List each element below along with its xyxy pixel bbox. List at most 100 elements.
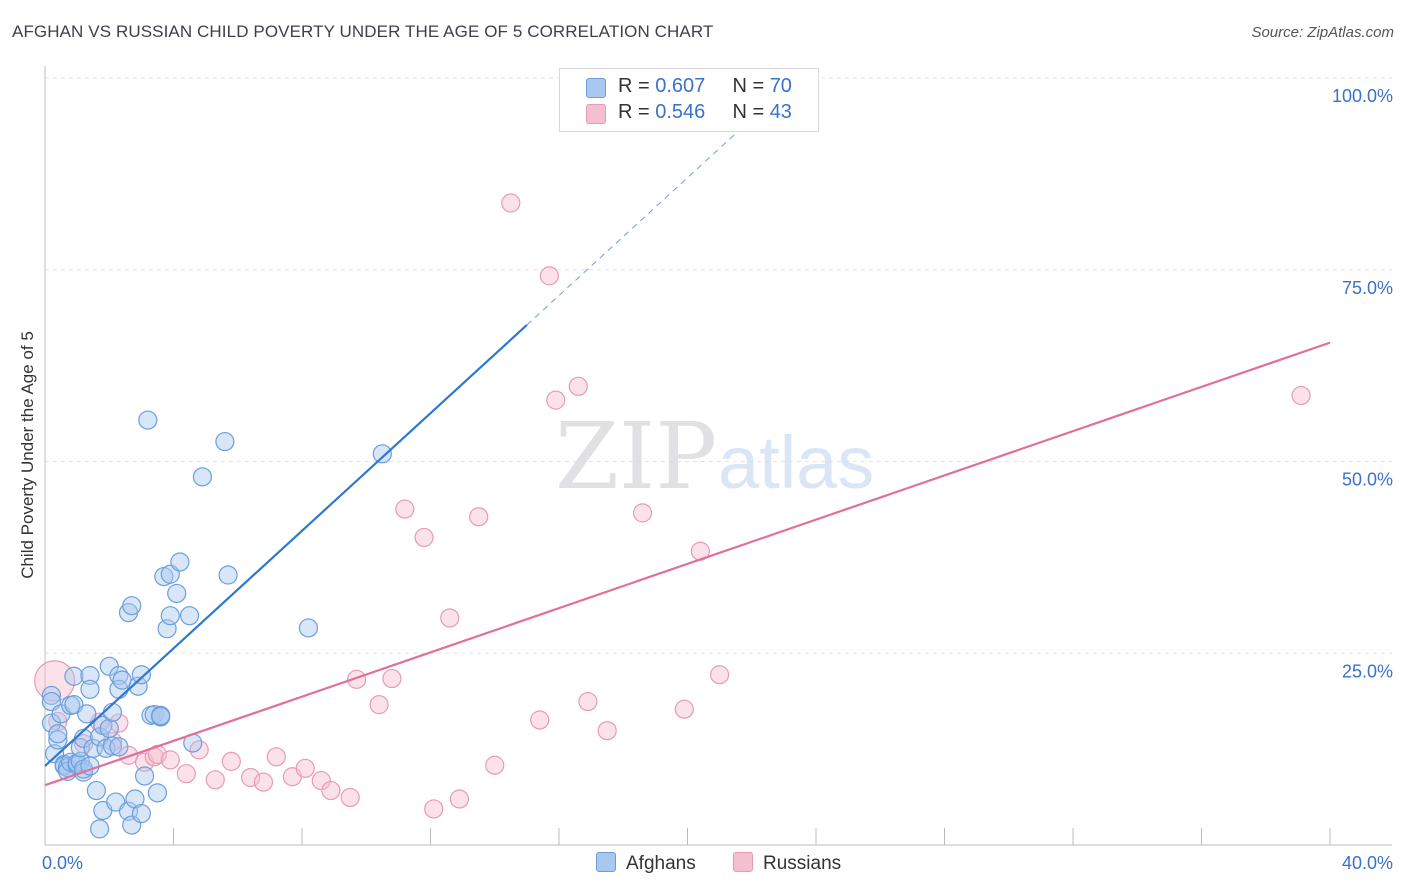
afghans-point bbox=[102, 702, 123, 722]
y-tick-label-2: 75.0% bbox=[1342, 278, 1393, 298]
russians-point bbox=[530, 710, 550, 730]
russians-point bbox=[241, 767, 261, 788]
bottom-legend-afghans-label: Afghans bbox=[626, 853, 696, 874]
russians-point bbox=[160, 750, 180, 770]
afghans-point bbox=[128, 676, 148, 696]
russians-point bbox=[253, 772, 274, 792]
legend-russians-n-label: N = bbox=[732, 101, 770, 123]
afghans-point bbox=[41, 685, 62, 706]
y-tick-label-1: 50.0% bbox=[1342, 470, 1393, 490]
y-axis-label: Child Poverty Under the Age of 5 bbox=[18, 331, 37, 579]
chart-title: AFGHAN VS RUSSIAN CHILD POVERTY UNDER TH… bbox=[12, 22, 714, 41]
russians-point bbox=[340, 787, 360, 808]
watermark-zip: ZIP bbox=[555, 403, 717, 510]
afghans-point bbox=[147, 783, 168, 803]
afghans-point bbox=[179, 606, 200, 626]
russians-point bbox=[266, 747, 286, 767]
legend-russians-n-value: 43 bbox=[769, 101, 792, 123]
russians-point bbox=[449, 789, 470, 809]
russians-point bbox=[632, 503, 653, 523]
afghans-point bbox=[90, 819, 110, 839]
y-tick-label-0: 25.0% bbox=[1342, 661, 1393, 681]
russians-point bbox=[674, 699, 694, 719]
trend-lines bbox=[44, 103, 1331, 787]
afghans-point bbox=[80, 679, 100, 699]
afghans-swatch-bottom bbox=[596, 852, 616, 872]
afghans-point bbox=[102, 736, 123, 756]
afghans-trend-line bbox=[44, 324, 528, 767]
gridlines bbox=[45, 77, 1392, 654]
russians-point bbox=[369, 695, 389, 715]
afghans-point bbox=[131, 665, 151, 685]
russians-point bbox=[546, 390, 566, 410]
russians-point bbox=[710, 665, 730, 685]
afghans-point bbox=[80, 665, 100, 686]
legend-afghans-n-label: N = bbox=[732, 75, 770, 97]
afghans-point bbox=[109, 737, 129, 757]
russians-point bbox=[485, 755, 505, 775]
legend-afghans-r-label: R = bbox=[618, 75, 656, 97]
afghans-swatch bbox=[586, 78, 606, 98]
afghans-point bbox=[64, 666, 84, 686]
axes bbox=[44, 66, 1392, 846]
afghans-point bbox=[77, 704, 97, 724]
afghans-point bbox=[99, 718, 119, 739]
russians-point bbox=[221, 751, 241, 771]
russians-point bbox=[597, 721, 617, 741]
russians-point bbox=[1291, 385, 1311, 406]
russians-points bbox=[34, 193, 1311, 819]
afghans-point bbox=[218, 565, 238, 585]
afghans-point bbox=[134, 766, 155, 786]
russians-point bbox=[539, 266, 559, 286]
legend: R = 0.607 N = 70 R = 0.546 N = 43 bbox=[559, 68, 819, 132]
y-tick-label-3: 100.0% bbox=[1332, 86, 1393, 106]
russians-point bbox=[109, 713, 129, 733]
russians-point bbox=[440, 608, 460, 628]
legend-russians-r-value: 0.546 bbox=[655, 101, 706, 123]
afghans-point bbox=[170, 552, 190, 572]
afghans-point bbox=[151, 706, 171, 726]
afghans-trend-extension bbox=[526, 103, 769, 326]
russians-point bbox=[395, 499, 415, 519]
russians-point bbox=[311, 770, 331, 791]
x-tick-label-0: 0.0% bbox=[42, 853, 83, 873]
x-tick-label-1: 40.0% bbox=[1342, 853, 1393, 873]
russians-point bbox=[424, 799, 444, 819]
russians-point bbox=[295, 758, 315, 778]
watermark-atlas: atlas bbox=[718, 421, 874, 504]
afghans-point bbox=[192, 467, 213, 487]
russians-point bbox=[321, 780, 341, 801]
afghans-point bbox=[372, 444, 392, 464]
afghans-point bbox=[48, 730, 68, 750]
russians-swatch-bottom bbox=[733, 852, 753, 872]
bottom-legend-afghans: Afghans bbox=[596, 852, 696, 875]
russians-point bbox=[347, 669, 367, 689]
afghans-point bbox=[122, 596, 142, 616]
russians-point bbox=[176, 764, 196, 784]
bottom-legend-russians: Russians bbox=[733, 852, 841, 875]
russians-point bbox=[578, 691, 598, 712]
legend-russians-r-label: R = bbox=[618, 101, 656, 123]
afghans-point bbox=[298, 618, 319, 638]
russians-point bbox=[568, 376, 588, 396]
afghans-point bbox=[48, 724, 68, 744]
afghans-point bbox=[112, 670, 132, 690]
tick-labels: 25.0% 50.0% 75.0% 100.0% 0.0% 40.0% bbox=[42, 86, 1393, 873]
russians-swatch bbox=[586, 104, 606, 124]
afghans-point bbox=[131, 803, 151, 824]
afghans-point bbox=[160, 606, 180, 626]
afghans-point bbox=[70, 751, 90, 771]
russians-point bbox=[469, 507, 489, 527]
afghans-point bbox=[215, 431, 235, 452]
bottom-legend-russians-label: Russians bbox=[763, 853, 842, 874]
afghans-point bbox=[86, 780, 107, 801]
watermark: ZIP atlas bbox=[555, 403, 874, 510]
legend-afghans-r-value: 0.607 bbox=[655, 75, 706, 97]
russians-trend-line bbox=[44, 341, 1331, 787]
russians-point bbox=[34, 660, 76, 702]
russians-point bbox=[382, 668, 402, 689]
afghans-point bbox=[138, 410, 158, 430]
afghans-point bbox=[167, 583, 187, 604]
russians-point bbox=[414, 527, 434, 548]
